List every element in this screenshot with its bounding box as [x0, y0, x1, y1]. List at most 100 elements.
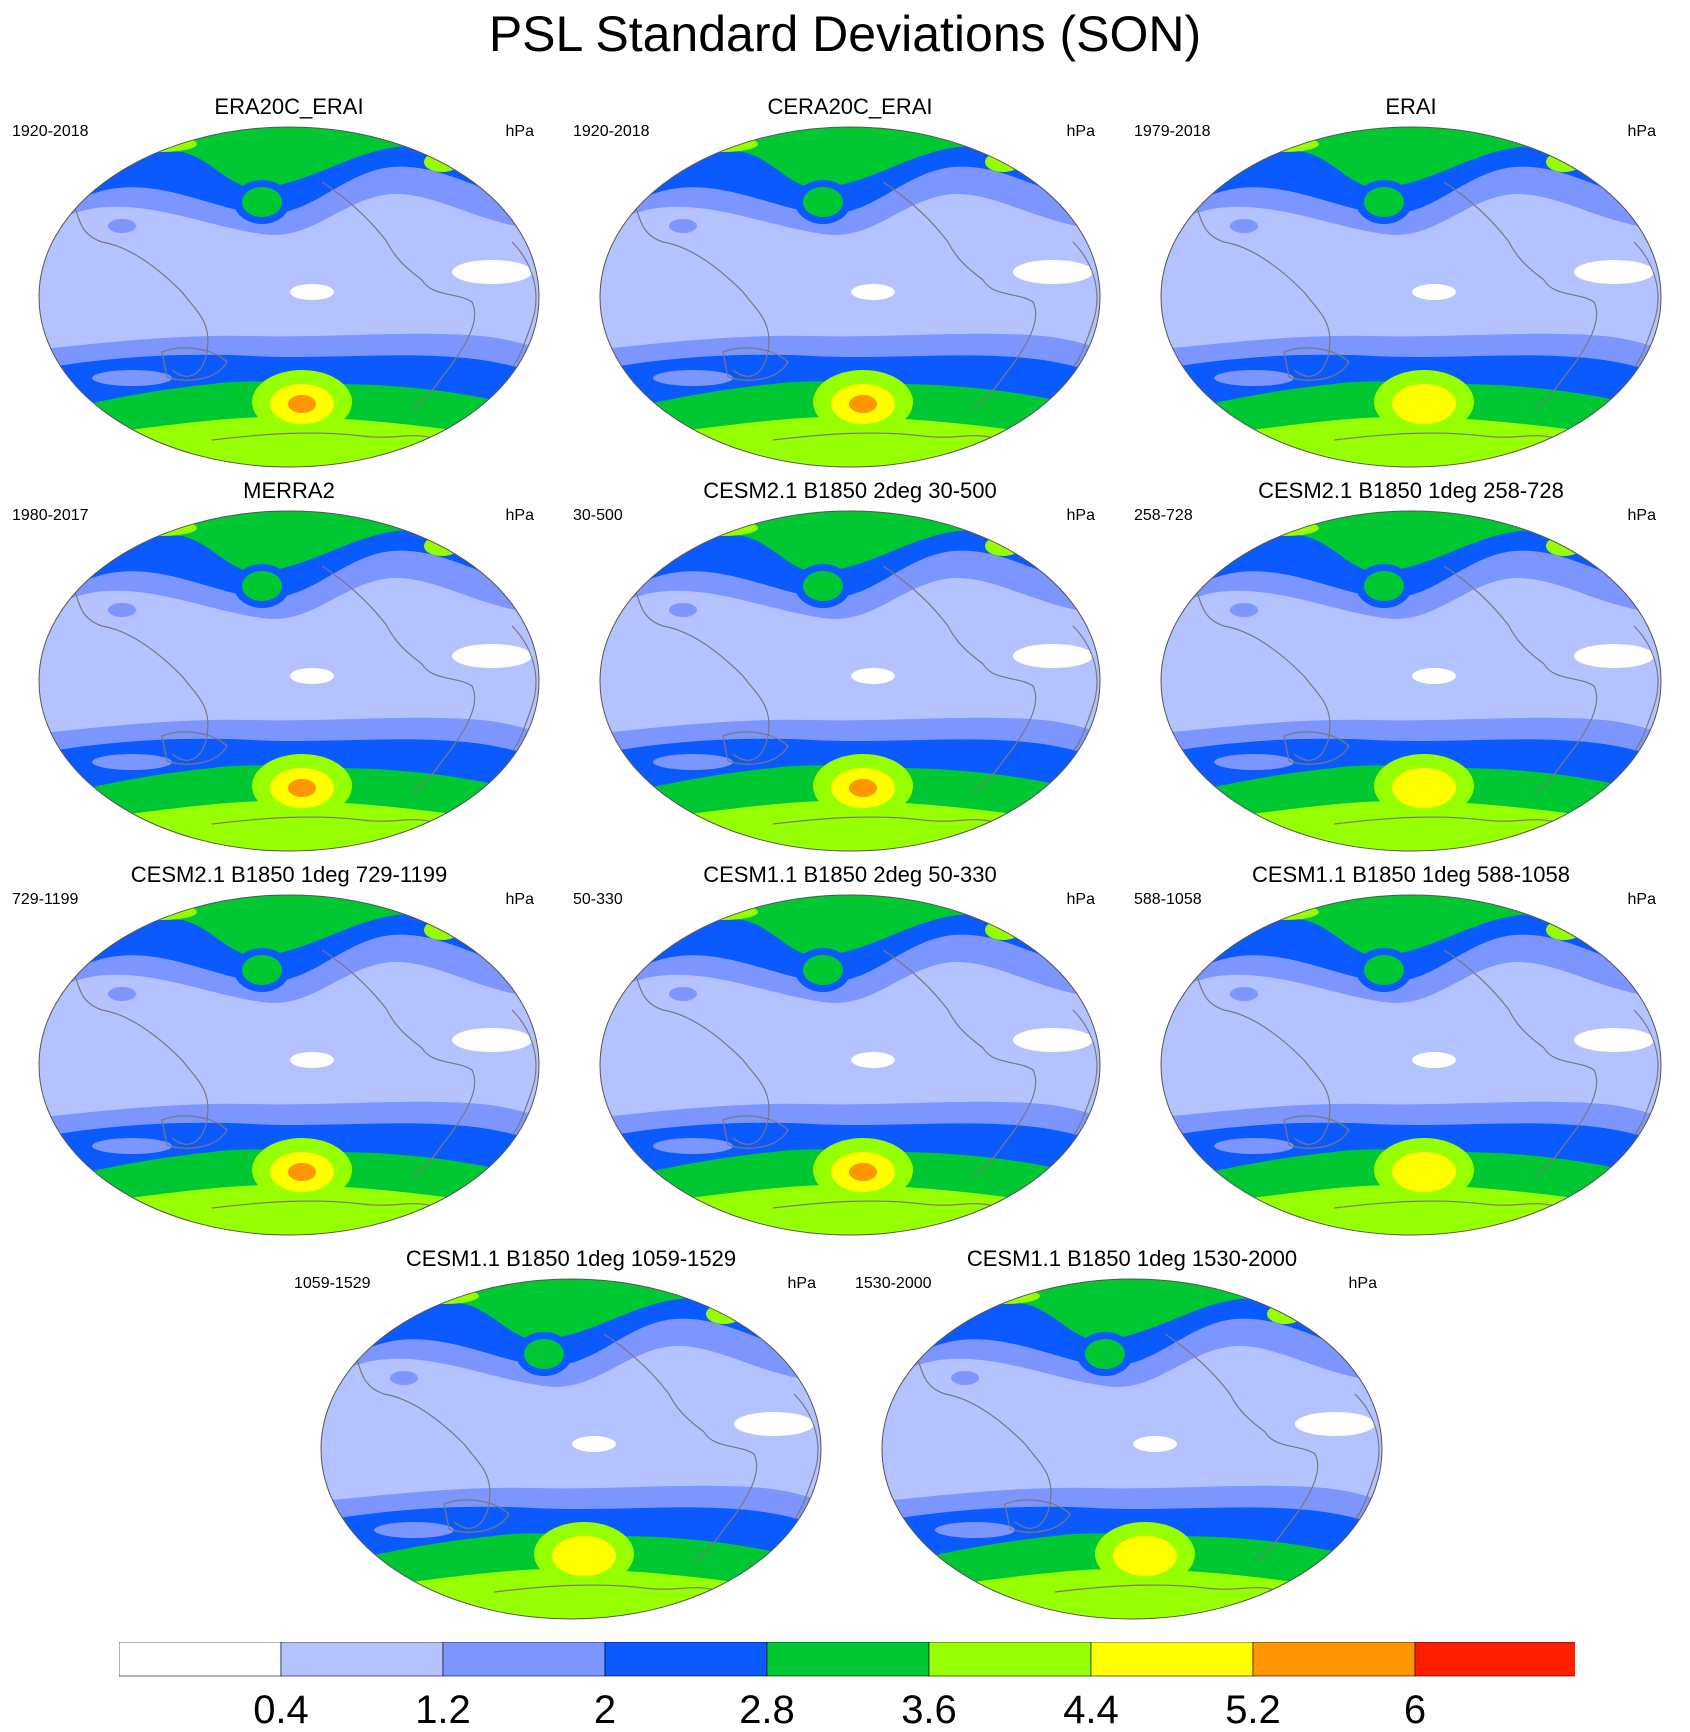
band-level-0 [1013, 260, 1093, 284]
north-pacific-core [242, 955, 282, 985]
band-level-2 [92, 754, 172, 770]
coastline-americas [603, 1333, 758, 1561]
colorbar-swatch [280, 1642, 444, 1677]
band-level-2 [935, 1522, 1015, 1538]
panel-title: CESM1.1 B1850 1deg 588-1058 [1251, 862, 1570, 887]
colorbar-tick-label: 2 [593, 1688, 617, 1732]
map-outline [599, 894, 1101, 1236]
panel-period: 1980-2017 [12, 507, 89, 524]
coastline-antarctica [211, 816, 433, 825]
north-pacific-core [803, 955, 843, 985]
coastline-australia [1283, 1115, 1350, 1149]
coastline-antarctica [1333, 816, 1555, 825]
coastline-asia [622, 949, 770, 1145]
panel-period: 1530-2000 [855, 1275, 932, 1292]
contour-field [1161, 895, 1661, 1235]
band-level-0 [1133, 1436, 1177, 1452]
band-level-6 [552, 1536, 616, 1576]
coastline-africa [511, 241, 537, 368]
colorbar [119, 1642, 1575, 1677]
band-level-0 [851, 668, 895, 684]
band-level-0 [573, 1035, 597, 1055]
contour-field [600, 511, 1100, 851]
coastline-africa [1354, 1393, 1380, 1520]
band-level-0 [1574, 1028, 1654, 1052]
band-level-0 [294, 1419, 318, 1439]
panel-period: 1059-1529 [294, 1275, 371, 1292]
arctic-patch [688, 136, 758, 152]
coastline-antarctica [772, 1200, 994, 1209]
map-outline [599, 126, 1101, 468]
coastline-antarctica [211, 1200, 433, 1209]
band-level-2 [653, 754, 733, 770]
north-pacific-core [1085, 1339, 1125, 1369]
contour-field [855, 1279, 1382, 1619]
panel-units: hPa [1066, 507, 1095, 524]
band-level-2 [92, 1138, 172, 1154]
band-level-0 [855, 1419, 879, 1439]
band-level-2 [653, 1138, 733, 1154]
band-level-4 [1161, 895, 1661, 957]
projection-map [1160, 126, 1662, 468]
coastline-antarctica [1333, 432, 1555, 441]
map-panel: CERA20C_ERAI 1920-2018 hPa [573, 94, 1127, 472]
north-pacific-core [242, 571, 282, 601]
panel-units: hPa [505, 123, 534, 140]
contour-field [39, 127, 539, 467]
band-level-2 [374, 1522, 454, 1538]
band-level-0 [290, 284, 334, 300]
band-level-4 [1161, 511, 1661, 573]
band-level-0 [734, 1412, 814, 1436]
band-level-4 [600, 895, 1100, 957]
colorbar-tick-label: 4.4 [1063, 1688, 1119, 1732]
coastline-americas [882, 181, 1037, 409]
band-level-0 [290, 668, 334, 684]
coastline-antarctica [493, 1584, 715, 1593]
colorbar-tick-label: 6 [1403, 1688, 1427, 1732]
panel-title: CESM1.1 B1850 1deg 1530-2000 [966, 1246, 1298, 1271]
contour-field [573, 895, 1100, 1235]
coastline-australia [443, 1499, 510, 1533]
band-level-2 [1230, 603, 1258, 617]
arctic-patch [970, 1288, 1040, 1304]
panel-title: CESM2.1 B1850 2deg 30-500 [703, 478, 997, 503]
coastline-antarctica [772, 816, 994, 825]
panel-title: ERA20C_ERAI [214, 94, 364, 119]
coastline-americas [1443, 181, 1598, 409]
panel-units: hPa [1627, 507, 1656, 524]
figure-title: PSL Standard Deviations (SON) [488, 6, 1202, 62]
map-outline [38, 126, 540, 468]
band-level-0 [452, 644, 532, 668]
coastline-africa [1633, 1009, 1659, 1136]
panel-units: hPa [505, 507, 534, 524]
band-level-0 [290, 1052, 334, 1068]
arctic-patch [127, 136, 197, 152]
panel-units: hPa [1066, 123, 1095, 140]
band-level-2 [951, 1371, 979, 1385]
band-level-6 [1392, 384, 1456, 424]
panel-title: CERA20C_ERAI [767, 94, 933, 119]
band-level-6 [1113, 1536, 1177, 1576]
band-level-4 [321, 1279, 821, 1341]
band-level-0 [1134, 651, 1158, 671]
coastline-africa [793, 1393, 819, 1520]
coastline-americas [321, 565, 476, 793]
coastline-asia [61, 181, 209, 377]
band-level-4 [39, 127, 539, 189]
panel-units: hPa [1627, 123, 1656, 140]
band-level-2 [1230, 987, 1258, 1001]
panel-period: 1979-2018 [1134, 123, 1211, 140]
coastline-americas [882, 565, 1037, 793]
map-panel: CESM1.1 B1850 1deg 1059-1529 1059-1529 h… [294, 1246, 848, 1624]
colorbar-tick-label: 5.2 [1225, 1688, 1281, 1732]
band-level-0 [1412, 1052, 1456, 1068]
panel-period: 588-1058 [1134, 891, 1202, 908]
colorbar-swatch [766, 1642, 930, 1677]
projection-map [599, 510, 1101, 852]
band-level-4 [882, 1279, 1382, 1341]
band-level-0 [1574, 260, 1654, 284]
coastline-antarctica [1054, 1584, 1276, 1593]
band-level-2 [108, 987, 136, 1001]
panel-units: hPa [1627, 891, 1656, 908]
map-outline [38, 894, 540, 1236]
